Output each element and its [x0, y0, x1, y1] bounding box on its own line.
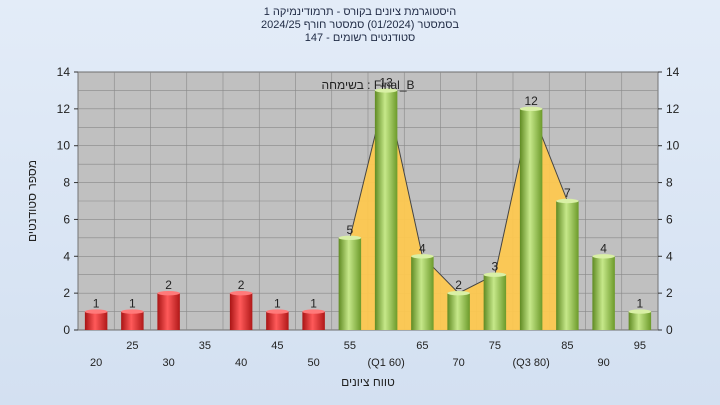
bar-value-label: 1	[637, 297, 644, 311]
x-tick-label: 75	[489, 340, 501, 352]
bar-value-label: 7	[564, 186, 571, 200]
bar-value-label: 2	[238, 278, 245, 292]
bar-value-label: 5	[347, 223, 354, 237]
x-tick-label: 85	[561, 340, 573, 352]
x-tick-label: (Q1 60)	[367, 357, 404, 369]
bar	[338, 237, 362, 330]
x-tick-label: 50	[308, 357, 320, 369]
bar-value-label: 12	[524, 94, 538, 108]
bar-cap	[338, 235, 362, 241]
bar-cap	[229, 290, 253, 296]
bar-cap	[121, 309, 144, 314]
bar-cap	[302, 309, 325, 314]
bar	[121, 311, 144, 330]
y-tick-label-left: 14	[57, 65, 71, 79]
x-tick-label: 95	[634, 340, 646, 352]
y-tick-label-left: 0	[63, 323, 70, 337]
bar-value-label: 1	[93, 297, 100, 311]
bar-cap	[411, 254, 434, 259]
bar-cap	[84, 309, 108, 314]
x-tick-label: 65	[416, 340, 428, 352]
bar-cap	[447, 290, 470, 296]
bar-value-label: 1	[310, 297, 317, 311]
bar-cap	[592, 254, 615, 259]
y-tick-label-right: 2	[666, 286, 673, 300]
y-tick-label-right: 8	[666, 176, 673, 190]
bar-value-label: 3	[492, 260, 499, 274]
bar	[483, 274, 507, 330]
bar-cap	[483, 272, 507, 277]
x-tick-label: 45	[271, 340, 283, 352]
bar-value-label: 4	[419, 241, 426, 255]
bar	[411, 256, 434, 330]
bar-value-label: 1	[129, 297, 136, 311]
y-tick-label-right: 0	[666, 323, 673, 337]
bar-cap	[628, 309, 652, 314]
x-tick-label: 35	[199, 340, 211, 352]
bar-value-label: 2	[165, 278, 172, 292]
bar	[628, 311, 652, 330]
bar-cap	[374, 88, 398, 93]
x-tick-label: 25	[126, 340, 138, 352]
bar-value-label: 1	[274, 297, 281, 311]
y-tick-label-left: 8	[63, 176, 70, 190]
chart-title-line-3: סטודנטים רשומים - 147	[304, 32, 416, 44]
bar	[229, 293, 253, 330]
x-tick-label: 30	[163, 357, 175, 369]
y-tick-label-left: 10	[57, 139, 71, 153]
y-tick-label-left: 6	[63, 212, 70, 226]
bar-cap	[556, 198, 579, 204]
bar	[157, 293, 180, 330]
bar-cap	[519, 106, 543, 112]
x-tick-label: (Q3 80)	[512, 357, 549, 369]
bar	[519, 108, 543, 330]
chart-annotation: בשימחה : Final_B	[321, 78, 414, 92]
x-tick-label: 20	[90, 357, 102, 369]
y-tick-label-left: 4	[63, 249, 70, 263]
y-tick-label-left: 2	[63, 286, 70, 300]
y-tick-label-right: 10	[666, 139, 680, 153]
x-axis-title: טווח ציונים	[341, 375, 395, 389]
y-tick-label-right: 14	[666, 65, 680, 79]
y-tick-label-left: 12	[57, 102, 71, 116]
bar	[302, 311, 325, 330]
y-tick-label-right: 6	[666, 212, 673, 226]
y-axis-title: מספר סטודנטים	[25, 160, 39, 242]
bar-cap	[157, 290, 180, 296]
bar	[556, 201, 579, 330]
bar	[447, 293, 470, 330]
bar-cap	[266, 309, 289, 314]
bar-value-label: 13	[379, 75, 393, 89]
bar-value-label: 2	[455, 278, 462, 292]
bar	[266, 311, 289, 330]
bar-value-label: 4	[600, 241, 607, 255]
bar	[592, 256, 615, 330]
x-tick-label: 55	[344, 340, 356, 352]
y-tick-label-right: 12	[666, 102, 680, 116]
bar	[84, 311, 108, 330]
chart-title-line-1: היסטוגרמת ציונים בקורס - תרמודינמיקה 1	[263, 6, 457, 18]
distribution-area	[349, 90, 568, 331]
x-tick-label: 40	[235, 357, 247, 369]
x-tick-label: 90	[598, 357, 610, 369]
y-tick-label-right: 4	[666, 249, 673, 263]
chart-title-line-2: בסמסטר (01/2024) סמסטר חורף 2024/25	[260, 19, 460, 31]
bar	[374, 90, 398, 330]
x-tick-label: 70	[453, 357, 465, 369]
